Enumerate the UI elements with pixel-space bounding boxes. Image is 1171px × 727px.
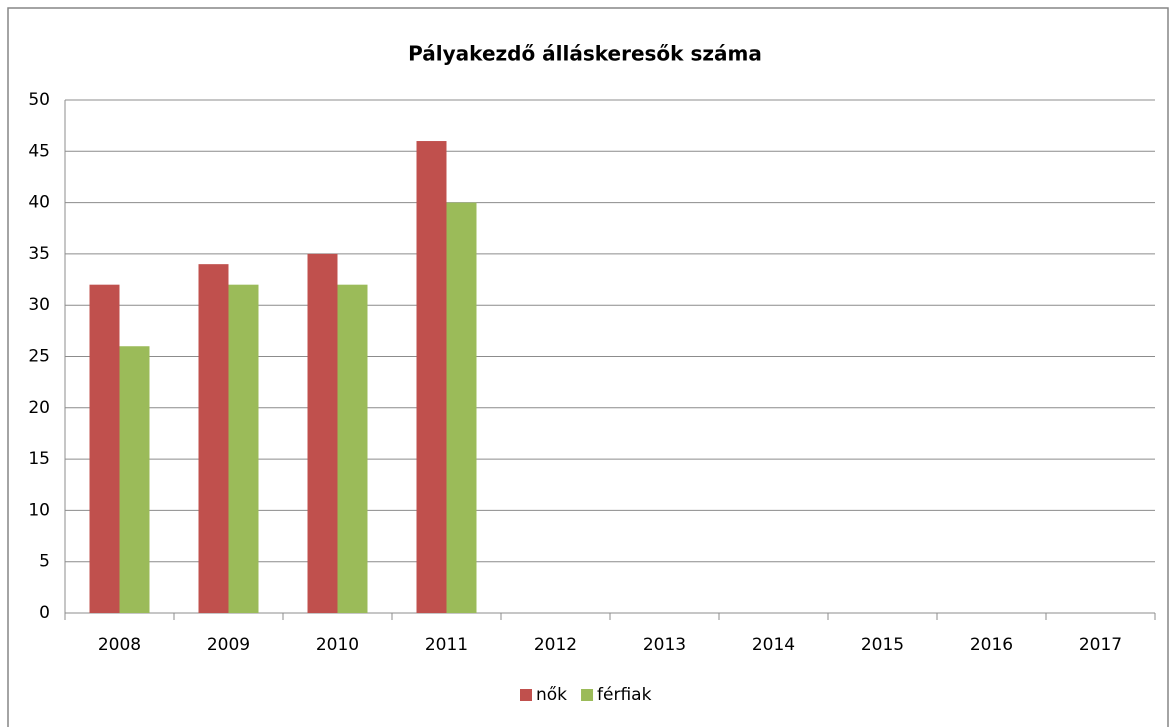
y-tick-label: 15 — [28, 449, 50, 469]
y-tick-label: 50 — [28, 90, 50, 110]
chart-title: Pályakezdő álláskeresők száma — [408, 42, 762, 66]
x-tick-label: 2017 — [1079, 635, 1122, 655]
x-tick-label: 2008 — [98, 635, 141, 655]
y-tick-label: 30 — [28, 295, 50, 315]
y-tick-label: 10 — [28, 500, 50, 520]
bar — [416, 141, 447, 614]
x-tick-label: 2011 — [425, 635, 468, 655]
x-tick-label: 2013 — [643, 635, 686, 655]
x-tick-label: 2012 — [534, 635, 577, 655]
x-tick-label: 2014 — [752, 635, 795, 655]
y-tick-label: 20 — [28, 398, 50, 418]
bar — [228, 284, 259, 613]
y-tick-label: 25 — [28, 347, 50, 367]
x-tick-label: 2015 — [861, 635, 904, 655]
x-tick-label: 2016 — [970, 635, 1013, 655]
y-tick-label: 5 — [39, 552, 50, 572]
y-tick-label: 45 — [28, 141, 50, 161]
bar — [89, 284, 120, 613]
legend-label: nők — [536, 685, 567, 705]
y-tick-label: 35 — [28, 244, 50, 264]
x-tick-label: 2009 — [207, 635, 250, 655]
bar — [119, 346, 150, 613]
legend-label: férfiak — [597, 685, 652, 705]
y-tick-label: 40 — [28, 193, 50, 213]
bar — [198, 264, 229, 613]
bar — [446, 202, 477, 613]
bar — [307, 253, 338, 613]
x-tick-label: 2010 — [316, 635, 359, 655]
bar — [337, 284, 368, 613]
legend-swatch — [520, 689, 532, 701]
y-tick-label: 0 — [39, 603, 50, 623]
chart-frame — [7, 7, 1169, 727]
legend-swatch — [581, 689, 594, 701]
